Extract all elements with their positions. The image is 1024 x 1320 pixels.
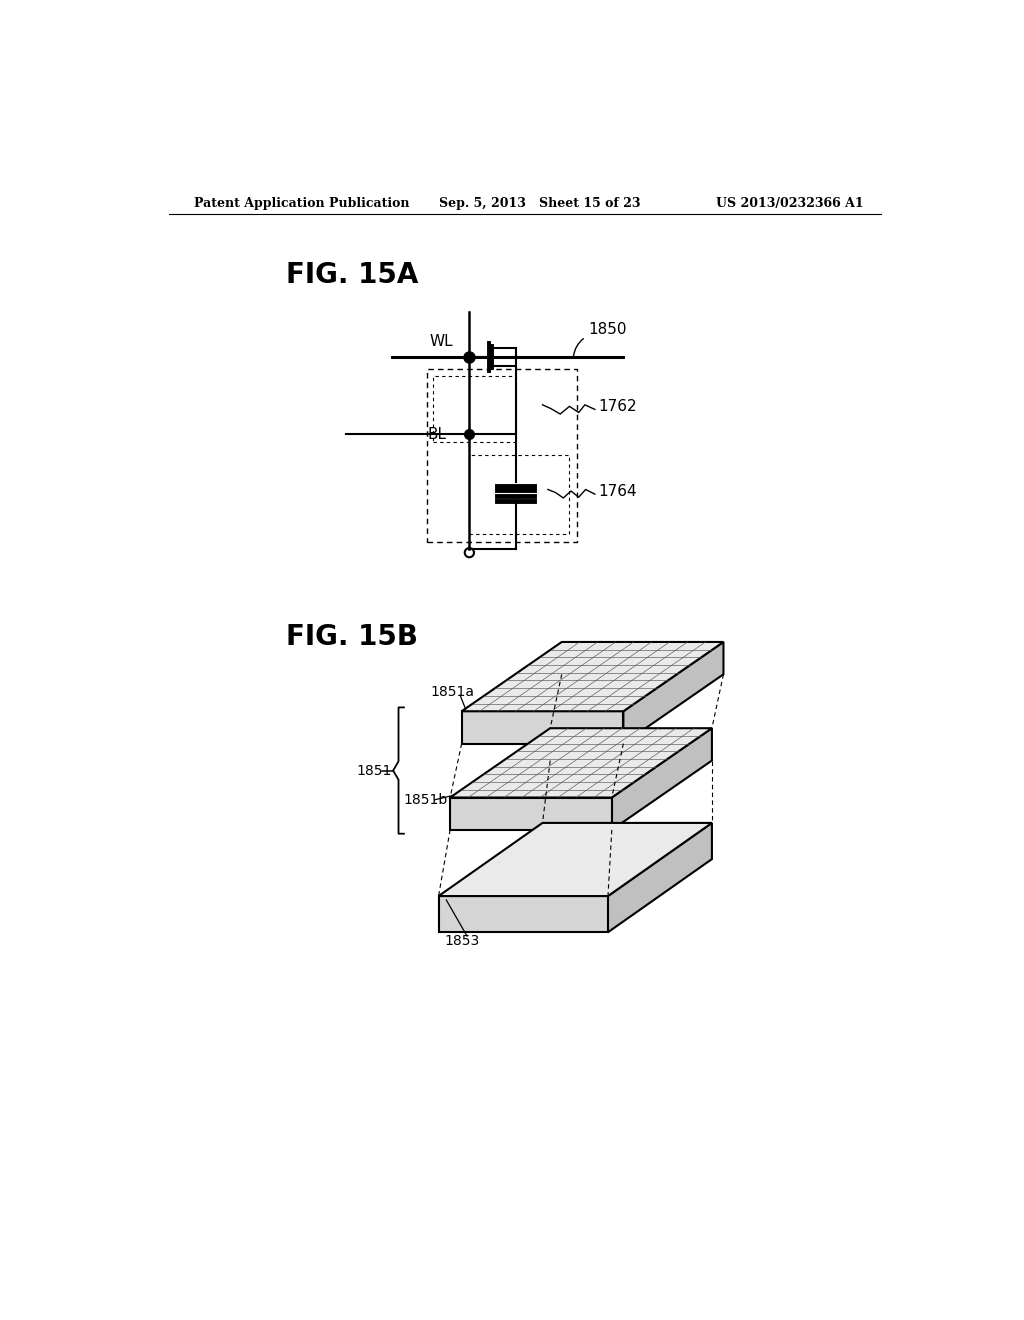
Polygon shape (611, 729, 712, 830)
Text: 1764: 1764 (599, 483, 637, 499)
Text: 1762: 1762 (599, 399, 637, 414)
Polygon shape (608, 822, 712, 932)
Polygon shape (624, 642, 724, 743)
Text: FIG. 15B: FIG. 15B (286, 623, 418, 651)
Polygon shape (462, 642, 724, 711)
Bar (469, 455, 569, 535)
Polygon shape (451, 729, 712, 797)
Text: 1851: 1851 (356, 763, 391, 777)
Text: Patent Application Publication: Patent Application Publication (194, 197, 410, 210)
Text: 1853: 1853 (444, 933, 480, 948)
Text: 1851a: 1851a (431, 685, 475, 700)
Polygon shape (438, 896, 608, 932)
Bar (433, 375, 515, 442)
Text: 1851b: 1851b (403, 793, 449, 807)
Text: Sep. 5, 2013   Sheet 15 of 23: Sep. 5, 2013 Sheet 15 of 23 (438, 197, 640, 210)
Polygon shape (462, 711, 624, 743)
Text: FIG. 15A: FIG. 15A (286, 261, 419, 289)
Bar (427, 368, 578, 543)
Text: BL: BL (427, 426, 446, 442)
Text: US 2013/0232366 A1: US 2013/0232366 A1 (716, 197, 863, 210)
Text: WL: WL (429, 334, 453, 350)
Polygon shape (438, 822, 712, 896)
Text: 1850: 1850 (588, 322, 627, 337)
Polygon shape (451, 797, 611, 830)
